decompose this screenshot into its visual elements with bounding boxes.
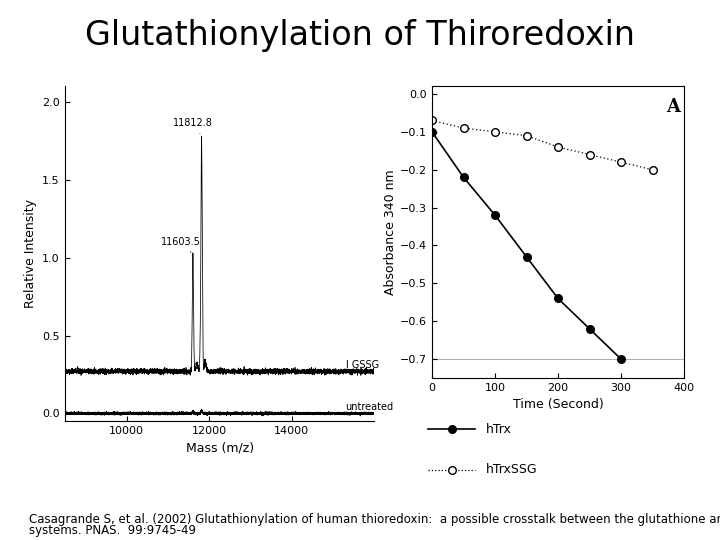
Text: A: A: [667, 98, 680, 116]
Y-axis label: Absorbance 340 nm: Absorbance 340 nm: [384, 170, 397, 295]
Text: untreated: untreated: [346, 402, 394, 412]
Y-axis label: Relative Intensity: Relative Intensity: [24, 199, 37, 308]
Text: Casagrande S, et al. (2002) Glutathionylation of human thioredoxin:  a possible : Casagrande S, et al. (2002) Glutathionyl…: [29, 514, 720, 526]
Text: systems. PNAS.  99:9745-49: systems. PNAS. 99:9745-49: [29, 524, 196, 537]
Text: l GSSG: l GSSG: [346, 360, 379, 370]
Text: hTrxSSG: hTrxSSG: [486, 463, 538, 476]
X-axis label: Time (Second): Time (Second): [513, 399, 603, 411]
X-axis label: Mass (m/z): Mass (m/z): [186, 442, 253, 455]
Text: Glutathionylation of Thiroredoxin: Glutathionylation of Thiroredoxin: [85, 19, 635, 52]
Text: 11603.5: 11603.5: [161, 237, 202, 253]
Text: hTrx: hTrx: [486, 423, 512, 436]
Text: 11812.8: 11812.8: [174, 118, 213, 134]
